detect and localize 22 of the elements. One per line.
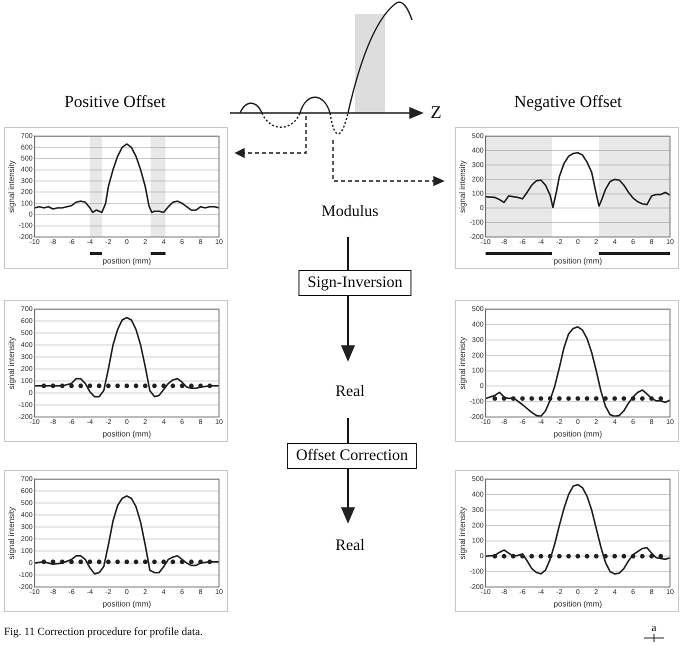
y-axis-title: signal intensity [7,506,16,560]
y-axis-title: signal intensity [458,160,468,213]
text: Modulus [322,203,378,221]
x-axis-title: position (mm) [554,599,602,608]
x-axis-title: position (mm) [102,599,152,608]
y-axis-title: signal intensity [458,506,468,560]
x-axis-title: position (mm) [554,429,602,438]
text: Offset Correction [286,443,418,469]
text: Real [335,537,365,555]
text: Sign-Inversion [298,270,412,296]
text: a [652,622,656,634]
text: Real [335,383,365,401]
x-axis-title: position (mm) [102,256,152,266]
text: Positive Offset [64,92,166,112]
text: Negative Offset [514,92,622,112]
y-axis-title: signal intenisty [458,336,468,390]
y-axis-title: signal intensity [7,336,16,390]
x-axis-title: position (mm) [554,256,602,266]
text: Z [430,102,442,123]
y-axis-title: signal intensity [7,160,16,213]
x-axis-title: position (mm) [102,429,152,438]
caption: Fig. 11 Correction procedure for profile data. [4,626,203,638]
